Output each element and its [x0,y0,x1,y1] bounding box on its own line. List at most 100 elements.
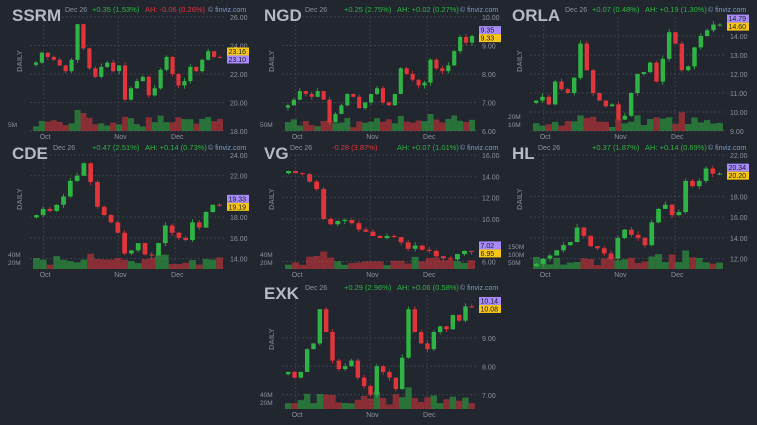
candle-body [115,222,121,233]
volume-bar [647,118,654,131]
volume-bar [133,124,140,131]
candle-body [391,235,397,238]
volume-bar [304,393,311,409]
volume-bar [285,264,293,269]
candle-body [351,93,356,97]
volume-bar [141,259,149,269]
candle-body [81,24,86,49]
volume-bar [316,394,323,409]
candlestick-chart[interactable]: 16.00 14.00 12.00 10.00 6.00 Oct Nov Dec VG Dec 2… [252,138,509,280]
candle-body [565,89,571,93]
candlestick-chart[interactable]: 14.00 13.00 12.00 11.00 10.00 9.00 Oct Nov Dec OR… [500,0,757,142]
volume-bar [169,122,176,131]
chart-panel-ngd[interactable]: 10.00 9.00 8.00 7.00 6.00 Oct Nov Dec NGD Dec 26 +… [252,0,509,142]
chart-panel-cde[interactable]: 24.00 22.00 18.00 16.00 14.00 Oct Nov Dec CDE Dec… [0,138,257,280]
volume-bar [691,117,698,131]
candle-body [412,309,418,333]
candlestick-chart[interactable]: 9.00 8.00 7.00 Oct Nov Dec EXK Dec 26 +0.29 (2.9… [252,278,509,420]
candle-body [398,237,404,243]
volume-label: 20M [260,400,273,407]
candle-body [188,66,193,82]
candle-body [601,248,607,254]
volume-bar [628,257,635,269]
volume-bar [302,120,309,131]
candle-body [704,30,710,36]
volume-bar [661,262,669,269]
ah-label: AH: [645,143,658,152]
candle-body [363,229,369,232]
finviz-link[interactable]: © finviz.com [708,144,746,152]
candlestick-chart[interactable]: 24.00 22.00 18.00 16.00 14.00 Oct Nov Dec CDE Dec… [0,138,257,280]
chart-panel-ssrm[interactable]: 26.00 24.00 22.00 20.00 18.00 Oct Nov Dec SSRM De… [0,0,257,142]
candle-body [426,249,432,251]
candle-body [666,32,672,59]
finviz-link[interactable]: © finviz.com [208,6,246,14]
volume-bar [453,261,461,269]
volume-bar [121,259,128,269]
finviz-link[interactable]: © finviz.com [460,144,498,152]
finviz-link[interactable]: © finviz.com [208,144,246,152]
chart-panel-orla[interactable]: 14.00 13.00 12.00 11.00 10.00 9.00 Oct Nov Dec OR… [500,0,757,142]
candle-body [635,234,641,238]
volume-bar [320,251,328,269]
candle-body [433,250,439,257]
y-tick-label: 8.00 [482,364,496,371]
volume-bar [327,257,335,269]
y-tick-label: 10.00 [482,15,500,22]
candlestick-chart[interactable]: 10.00 9.00 8.00 7.00 6.00 Oct Nov Dec NGD Dec 26 +… [252,0,509,142]
candle-body [647,62,653,73]
chart-panel-vg[interactable]: 16.00 14.00 12.00 10.00 6.00 Oct Nov Dec VG Dec 2… [252,138,509,280]
price-change: +0.47 (2.51%) [92,143,140,152]
price-tag-label: 19.19 [229,204,247,211]
y-tick-label: 12.00 [482,196,500,203]
x-tick-label: Dec [423,272,436,279]
candlestick-chart[interactable]: 26.00 24.00 22.00 20.00 18.00 Oct Nov Dec SSRM De… [0,0,257,142]
candle-body [552,81,558,105]
finviz-link[interactable]: © finviz.com [460,6,498,14]
candle-body [431,332,437,350]
volume-bar [33,126,39,131]
candle-body [368,386,373,395]
y-tick-label: 12.00 [730,257,748,264]
candle-body [641,72,647,74]
candle-body [47,208,53,211]
ah-value: +0.02 (0.27%) [412,5,460,14]
candle-body [335,221,341,225]
x-tick-label: Nov [114,272,127,279]
candle-body [342,366,348,370]
finviz-link[interactable]: © finviz.com [460,284,498,292]
after-hours-price-tag [479,241,501,250]
chart-panel-exk[interactable]: 9.00 8.00 7.00 Oct Nov Dec EXK Dec 26 +0.29 (2.9… [252,278,509,420]
candle-body [673,32,678,44]
price-change: +0.25 (2.75%) [344,5,392,14]
volume-bar [350,127,357,131]
candle-body [212,51,217,57]
candle-body [380,366,386,372]
volume-bar [545,124,552,131]
after-hours-change: AH: +0.14 (0.69%) [645,143,707,152]
candle-body [292,371,297,378]
volume-bar [566,262,574,269]
y-tick-label: 7.00 [482,393,496,400]
candle-body [140,76,145,82]
finviz-link[interactable]: © finviz.com [708,6,746,14]
candle-body [206,51,211,60]
y-tick-label: 9.00 [482,44,496,51]
volume-bar [380,397,387,409]
candle-body [164,56,169,70]
volume-bar [92,124,99,131]
ticker-symbol: VG [264,144,289,163]
volume-bar [163,122,170,131]
timeframe-label: DAILY [515,188,524,210]
price-tag-label: 9.33 [481,36,495,43]
candle-body [615,237,621,259]
candle-body [93,68,98,77]
volume-bar [46,264,54,269]
volume-bar [716,122,723,131]
x-tick-label: Dec [423,412,436,419]
ah-label: AH: [397,283,410,292]
candle-body [57,59,62,66]
candle-body [540,96,545,101]
candlestick-chart[interactable]: 22.00 18.00 16.00 14.00 12.00 Oct Nov Dec HL Dec … [500,138,757,280]
chart-panel-hl[interactable]: 22.00 18.00 16.00 14.00 12.00 Oct Nov Dec HL Dec … [500,138,757,280]
